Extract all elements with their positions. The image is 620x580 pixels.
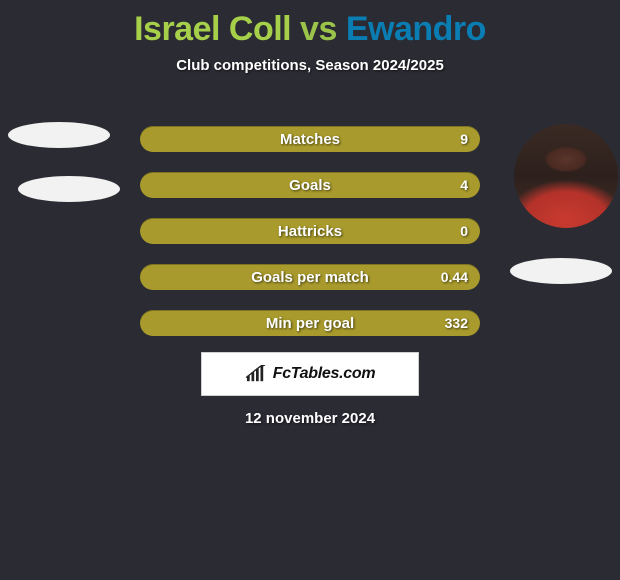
chart-icon — [245, 365, 267, 383]
logo-text: FcTables.com — [273, 365, 376, 383]
stat-label: Hattricks — [278, 224, 342, 239]
stat-value: 0 — [460, 223, 468, 239]
stat-label: Min per goal — [266, 316, 354, 331]
avatar-player2-image — [514, 124, 618, 228]
page-title: Israel Coll vs Ewandro — [0, 0, 620, 49]
stat-row: Hattricks 0 — [140, 218, 480, 244]
stat-label: Goals — [289, 178, 331, 193]
avatar-player2 — [514, 124, 618, 228]
stat-row: Goals 4 — [140, 172, 480, 198]
title-vs: vs — [291, 10, 346, 48]
stat-row: Matches 9 — [140, 126, 480, 152]
date-label: 12 november 2024 — [0, 410, 620, 427]
title-player1: Israel Coll — [134, 10, 291, 48]
stat-value: 4 — [460, 177, 468, 193]
stat-value: 0.44 — [441, 269, 468, 285]
stats-bars: Matches 9 Goals 4 Hattricks 0 Goals per … — [140, 126, 480, 356]
stat-value: 332 — [445, 315, 468, 331]
logo-box: FcTables.com — [201, 352, 419, 396]
title-player2: Ewandro — [346, 10, 486, 48]
decorative-ellipse — [8, 122, 110, 148]
subtitle: Club competitions, Season 2024/2025 — [0, 57, 620, 74]
stat-value: 9 — [460, 131, 468, 147]
stat-row: Goals per match 0.44 — [140, 264, 480, 290]
stat-row: Min per goal 332 — [140, 310, 480, 336]
stat-label: Matches — [280, 132, 340, 147]
decorative-ellipse — [510, 258, 612, 284]
decorative-ellipse — [18, 176, 120, 202]
stat-label: Goals per match — [251, 270, 369, 285]
